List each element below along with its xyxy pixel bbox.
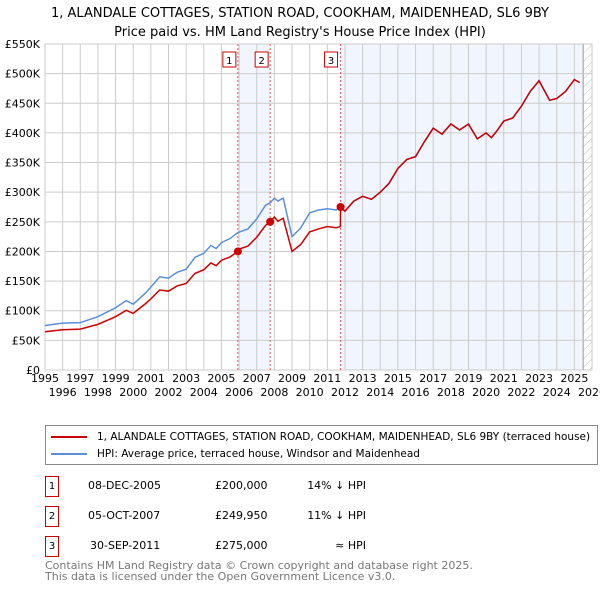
footer-line: This data is licensed under the Open Gov… — [45, 570, 396, 583]
x-tick-label: 2008 — [260, 386, 288, 399]
x-tick-label: 2019 — [454, 372, 482, 385]
x-tick-label: 2004 — [190, 386, 218, 399]
x-tick-label: 1998 — [84, 386, 112, 399]
shaded-period — [237, 44, 271, 370]
y-tick-label: £100K — [5, 305, 41, 318]
x-tick-label: 2024 — [543, 386, 571, 399]
title-line: 1, ALANDALE COTTAGES, STATION ROAD, COOK… — [51, 6, 549, 21]
legend-item-hpi: HPI: Average price, terraced house, Wind… — [51, 448, 420, 460]
y-tick-label: £350K — [5, 157, 41, 170]
price: £275,000 — [215, 539, 268, 552]
x-tick-label: 1999 — [102, 372, 130, 385]
x-tick-label: 2013 — [349, 372, 377, 385]
x-tick-label: 2016 — [402, 386, 430, 399]
plot-frame — [44, 43, 593, 371]
sale-label: 2 — [258, 56, 264, 67]
x-tick-label: 2025 — [560, 372, 588, 385]
transaction-row: 2 05-OCT-2007 £249,950 11% ↓ HPI — [45, 506, 545, 527]
x-tick-label: 2026 — [578, 386, 600, 399]
sale-label: 3 — [328, 56, 334, 67]
y-tick-label: £150K — [5, 275, 41, 288]
footer: Contains HM Land Registry data © Crown c… — [45, 560, 473, 582]
date: 30-SEP-2011 — [90, 539, 161, 552]
legend-swatch-blue — [51, 453, 87, 455]
subtitle-line: Price paid vs. HM Land Registry's House … — [114, 25, 486, 40]
marker-badge: 3 — [45, 536, 59, 557]
legend-item-property: 1, ALANDALE COTTAGES, STATION ROAD, COOK… — [51, 431, 590, 443]
x-tick-label: 2001 — [137, 372, 165, 385]
legend-swatch-red — [51, 436, 87, 438]
x-tick-label: 2011 — [313, 372, 341, 385]
y-tick-label: £500K — [5, 68, 41, 81]
x-tick-label: 2006 — [225, 386, 253, 399]
y-tick-label: £250K — [5, 216, 41, 229]
transaction-row: 3 30-SEP-2011 £275,000 ≈ HPI — [45, 536, 545, 557]
footer-line: Contains HM Land Registry data © Crown c… — [45, 559, 473, 572]
x-tick-label: 2003 — [172, 372, 200, 385]
chart-title: 1, ALANDALE COTTAGES, STATION ROAD, COOK… — [0, 4, 600, 42]
x-tick-label: 2020 — [472, 386, 500, 399]
y-tick-label: £400K — [5, 127, 41, 140]
hpi-diff: ≈ HPI — [335, 539, 366, 552]
x-tick-label: 2005 — [207, 372, 235, 385]
sale-label-box — [324, 51, 339, 68]
legend-label: 1, ALANDALE COTTAGES, STATION ROAD, COOK… — [97, 431, 591, 443]
property-price-line — [44, 78, 581, 333]
x-tick-label: 2009 — [278, 372, 306, 385]
sale-point — [233, 247, 242, 256]
price: £200,000 — [215, 479, 268, 492]
sale-point — [266, 217, 275, 226]
forecast-hatch — [583, 44, 592, 370]
y-tick-label: £550K — [5, 38, 41, 51]
date: 05-OCT-2007 — [88, 509, 161, 522]
x-tick-label: 1996 — [49, 386, 77, 399]
legend-label: HPI: Average price, terraced house, Wind… — [97, 448, 420, 460]
marker-badge: 1 — [45, 476, 59, 497]
x-tick-label: 2010 — [296, 386, 324, 399]
x-tick-label: 2017 — [419, 372, 447, 385]
y-tick-label: £300K — [5, 186, 41, 199]
x-tick-label: 2014 — [366, 386, 394, 399]
sale-label-box — [254, 51, 269, 68]
y-tick-label: £450K — [5, 97, 41, 110]
x-tick-label: 2012 — [331, 386, 359, 399]
x-tick-label: 2022 — [507, 386, 535, 399]
shaded-period — [340, 44, 584, 370]
transaction-row: 1 08-DEC-2005 £200,000 14% ↓ HPI — [45, 476, 545, 497]
x-tick-label: 2015 — [384, 372, 412, 385]
y-tick-label: £200K — [5, 245, 41, 258]
y-tick-label: £50K — [12, 334, 41, 347]
x-tick-label: 1995 — [31, 372, 59, 385]
marker-badge: 2 — [45, 506, 59, 527]
sale-point — [336, 203, 345, 211]
hpi-diff: 14% ↓ HPI — [307, 479, 366, 492]
price: £249,950 — [215, 509, 268, 522]
x-tick-label: 2002 — [155, 386, 183, 399]
sale-label-box — [222, 51, 237, 68]
x-tick-label: 2018 — [437, 386, 465, 399]
y-tick-label: £0 — [26, 364, 40, 377]
x-tick-label: 2000 — [119, 386, 147, 399]
hpi-diff: 11% ↓ HPI — [307, 509, 366, 522]
date: 08-DEC-2005 — [88, 479, 162, 492]
sale-label: 1 — [226, 56, 232, 67]
x-tick-label: 2021 — [490, 372, 518, 385]
legend: 1, ALANDALE COTTAGES, STATION ROAD, COOK… — [45, 425, 598, 465]
x-tick-label: 2023 — [525, 372, 553, 385]
x-tick-label: 2007 — [243, 372, 271, 385]
price-chart: 1995199619971998199920002001200220032004… — [5, 38, 600, 399]
x-tick-label: 1997 — [66, 372, 94, 385]
